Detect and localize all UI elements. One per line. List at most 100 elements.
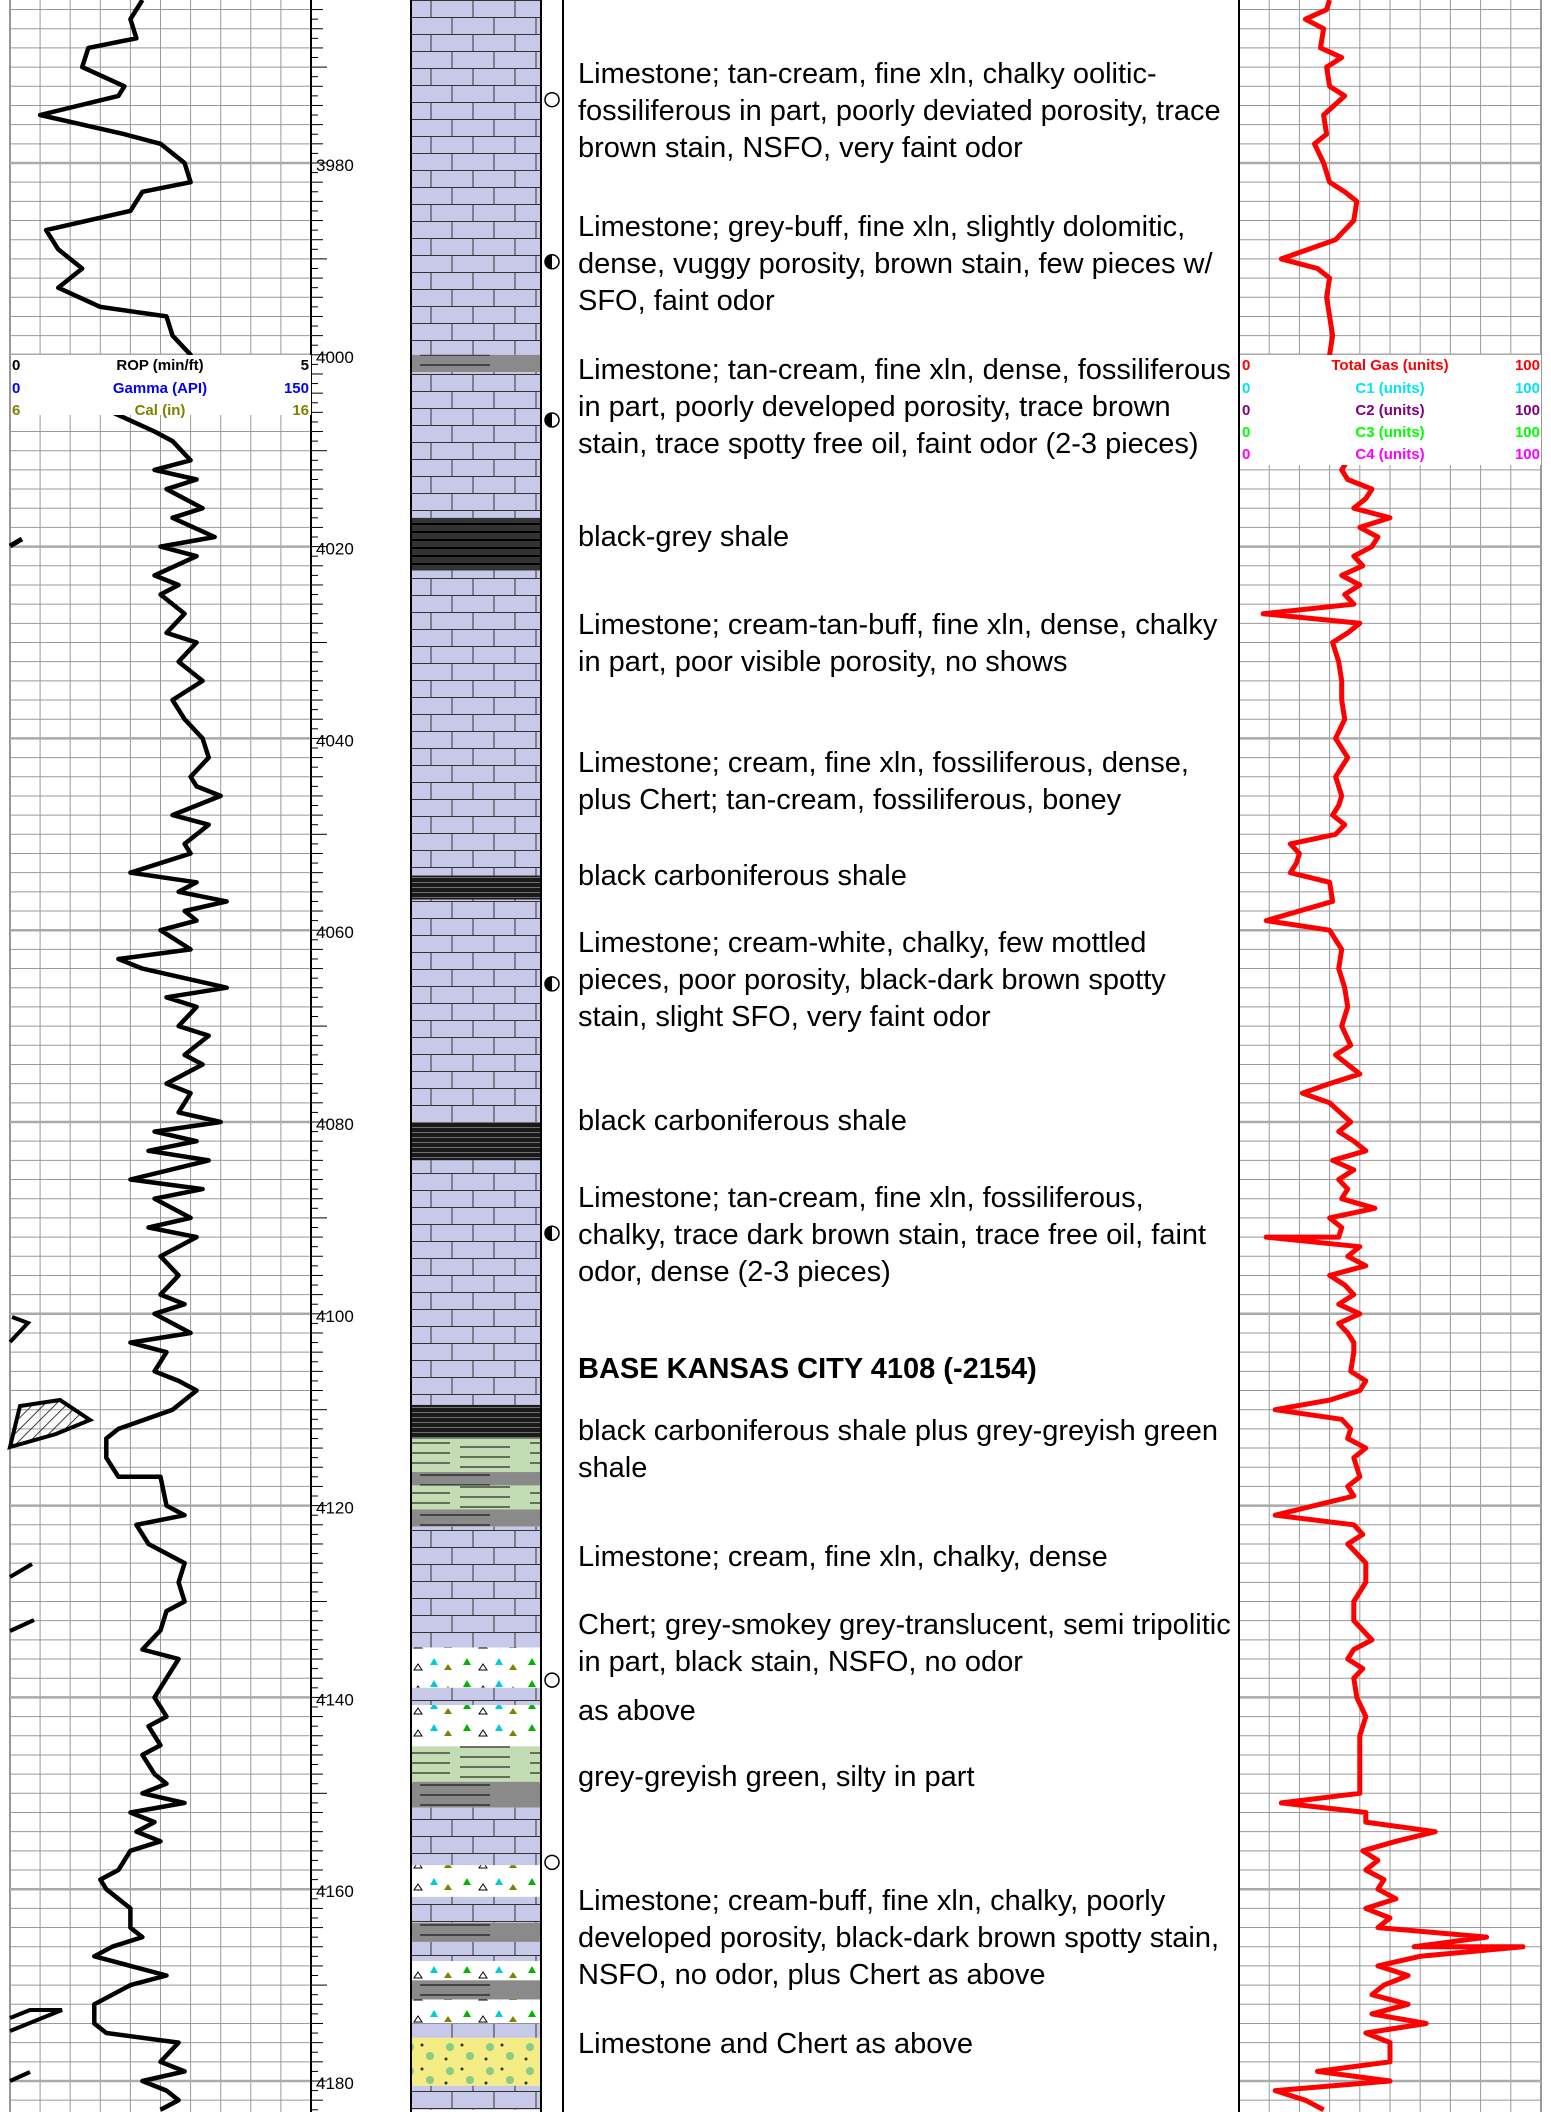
lithology-interval-black-shale [411,1122,541,1161]
total-gas-max: 100 [1515,357,1540,374]
rop-min: 0 [12,357,20,374]
depth-label: 4180 [316,2074,354,2093]
caliper-label: Cal (in) [135,402,186,419]
depth-label: 4080 [316,1115,354,1134]
lithology-description: Chert; grey-smokey grey-translucent, sem… [578,1609,1231,1679]
lithology-description: Limestone; tan-cream, fine xln, dense, f… [578,353,1231,460]
lithology-description: Limestone and Chert as above [578,2028,973,2061]
lithology-interval-chert [411,1961,541,1981]
lithology-interval-limestone [411,0,541,355]
gamma-edge-mark [8,536,24,549]
lithology-interval-green-shale [411,1438,541,1473]
gamma-edge-mark [9,1618,35,1633]
depth-label: 4020 [316,540,354,559]
half-filled-show-icon [544,1225,560,1241]
lithology-description: Limestone; tan-cream, fine xln, chalky o… [578,57,1221,164]
track-borders [310,0,1240,2112]
lithology-interval-conglomerate [411,2037,541,2086]
lithology-interval-limestone [411,2085,541,2110]
caliper-min: 6 [12,402,20,419]
lithology-interval-grey-shale [411,1472,541,1486]
empty-show-icon [544,1672,560,1688]
caliper-max: 16 [292,402,309,419]
lithology-interval-limestone [411,570,541,876]
lithology-column [411,0,541,2110]
c3-min: 0 [1242,424,1250,441]
lithology-description: Limestone; cream, fine xln, fossiliferou… [578,747,1189,817]
lithology-interval-limestone [411,372,541,518]
lithology-description: BASE KANSAS CITY 4108 (-2154) [578,1353,1037,1386]
lithology-description: Limestone; tan-cream, fine xln, fossilif… [578,1182,1207,1289]
lithology-description: black-grey shale [578,520,790,553]
lithology-interval-limestone [411,899,541,1122]
gamma-edge-mark [9,2008,63,2033]
oil-show-symbols [544,91,560,1871]
c4-max: 100 [1515,446,1540,463]
gas-track-header: 0 Total Gas (units) 100 0 C1 (units) 100… [1240,355,1541,465]
depth-label: 4120 [316,1499,354,1518]
lithology-interval-chert [411,1705,541,1747]
lithology-interval-limestone [411,1807,541,1866]
gamma-edge-mark [8,1562,34,1579]
lithology-interval-green-shale [411,1746,541,1782]
lithology-interval-dark-shale [411,517,541,571]
c3-label: C3 (units) [1355,424,1424,441]
c1-min: 0 [1242,380,1250,397]
lithology-description: Limestone; cream, fine xln, chalky, dens… [578,1541,1108,1574]
lithology-interval-green-shale [411,1485,541,1510]
lithology-description: as above [578,1694,696,1727]
depth-label: 3980 [316,156,354,175]
lithology-description: Limestone; cream-white, chalky, few mott… [578,927,1166,1034]
half-filled-show-icon [544,412,560,428]
track1-header-box [11,355,311,415]
lithology-interval-black-shale [411,1404,541,1439]
lithology-interval-grey-shale [411,1509,541,1527]
half-filled-show-icon [544,254,560,270]
depth-label: 4000 [316,348,354,367]
lithology-interval-chert [411,1999,541,2024]
lithology-interval-limestone [411,1896,541,1923]
gas-track-grid [1238,0,1542,2112]
lithology-description: black carboniferous shale [578,860,907,893]
depth-axis: 3980 4000 4020 4040 4060 4080 4100 4120 4140 4160… [311,9,354,2111]
lithology-description: Limestone; grey-buff, fine xln, slightly… [578,211,1213,317]
lithology-interval-chert [411,1647,541,1688]
depth-label: 4060 [316,923,354,942]
half-filled-show-icon [544,976,560,992]
depth-label: 4140 [316,1690,354,1709]
c1-max: 100 [1515,380,1540,397]
lithology-interval-black-shale [411,875,541,900]
c4-label: C4 (units) [1355,446,1424,463]
c2-label: C2 (units) [1355,402,1424,419]
c1-label: C1 (units) [1355,380,1424,397]
c2-max: 100 [1515,402,1540,419]
total-gas-label: Total Gas (units) [1331,357,1448,374]
lithology-interval-limestone [411,1687,541,1706]
lithology-description: Limestone; cream-buff, fine xln, chalky,… [578,1885,1220,1992]
lithology-interval-grey-shale [411,1980,541,2000]
lithology-interval-grey-shale [411,354,541,373]
lithology-description: Limestone; cream-tan-buff, fine xln, den… [578,608,1218,678]
lithology-description: black carboniferous shale plus grey-grey… [578,1414,1218,1484]
lithology-interval-limestone [411,2023,541,2038]
c4-min: 0 [1242,446,1250,463]
gamma-min: 0 [12,380,20,397]
depth-label: 4160 [316,1882,354,1901]
empty-show-icon [544,91,560,108]
gamma-edge-mark [9,2070,31,2083]
depth-label: 4100 [316,1307,354,1326]
gamma-edge-marks [7,536,95,2083]
lithology-interval-limestone [411,1160,541,1405]
rop-max: 5 [301,357,309,374]
lithology-interval-grey-shale [411,1781,541,1808]
gamma-label: Gamma (API) [113,380,207,397]
caliper-shaded-kick [7,1397,95,1450]
gamma-edge-mark [8,1315,32,1344]
lithology-interval-limestone [411,1526,541,1648]
c3-max: 100 [1515,424,1540,441]
lithology-interval-chert [411,1865,541,1897]
lithology-interval-grey-shale [411,1922,541,1942]
gas-header-box [1240,355,1541,465]
depth-label: 4040 [316,731,354,750]
